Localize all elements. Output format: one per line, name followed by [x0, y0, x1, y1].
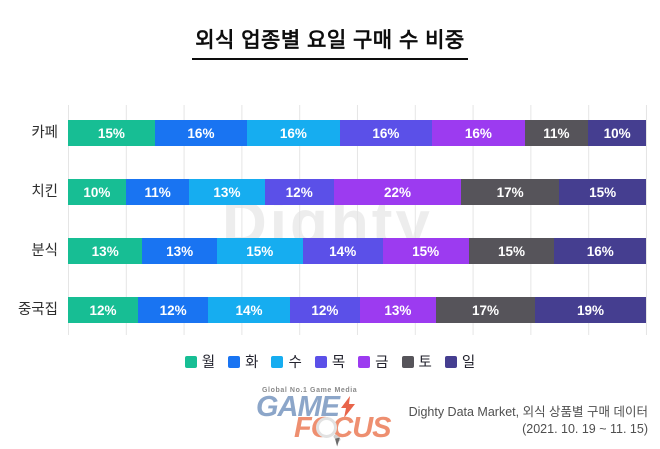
bar-segment-화: 13% — [142, 238, 217, 264]
category-label: 카페 — [31, 125, 58, 141]
legend-label: 월 — [201, 355, 216, 371]
bar-segment-화: 12% — [138, 297, 209, 323]
bar-segment-일: 15% — [559, 179, 646, 205]
bar-segment-월: 15% — [68, 120, 155, 146]
legend-swatch-icon — [358, 355, 371, 368]
bar-segment-월: 12% — [68, 297, 139, 323]
bar-segment-토: 17% — [435, 297, 536, 323]
bar-segment-화: 11% — [125, 179, 190, 205]
title-wrap: 외식 업종별 요일 구매 수 비중 — [0, 24, 660, 60]
bar-segment-토: 17% — [461, 179, 560, 205]
bar-segment-금: 16% — [432, 120, 525, 146]
legend-label: 일 — [461, 355, 476, 371]
legend-item-월: 월 — [184, 351, 216, 372]
legend-item-토: 토 — [401, 351, 432, 372]
legend-label: 토 — [418, 355, 432, 371]
bar-segment-수: 16% — [247, 120, 340, 146]
bar-segment-목: 12% — [264, 179, 334, 205]
logo-word-focus: FOCUS — [294, 412, 391, 444]
bar-segment-목: 14% — [302, 238, 383, 264]
bar-segment-일: 19% — [535, 297, 646, 323]
bar-segment-토: 15% — [468, 238, 555, 264]
source-line-1: Dighty Data Market, 외식 상품별 구매 데이터 — [408, 405, 648, 419]
legend-item-금: 금 — [358, 351, 389, 372]
legend-item-목: 목 — [314, 351, 346, 372]
bar-segment-목: 12% — [289, 297, 360, 323]
data-source-attribution: Dighty Data Market, 외식 상품별 구매 데이터 (2021.… — [409, 404, 648, 438]
logo-tagline: Global No.1 Game Media — [262, 387, 358, 394]
bar-segment-수: 14% — [208, 297, 290, 323]
bar-row-분식: 분식 13% 13% 15% 14% 15% 15% 16% — [31, 238, 646, 264]
bar-row-중국집: 중국집 12% 12% 14% 12% 13% 17% 19% — [18, 297, 646, 323]
bar-segment-금: 22% — [333, 179, 462, 205]
legend-item-수: 수 — [271, 351, 302, 372]
bar-segment-일: 16% — [554, 238, 646, 264]
legend-swatch-icon — [314, 355, 327, 368]
bar-row-카페: 카페 15% 16% 16% 16% 16% 11% 10% — [31, 120, 647, 146]
bar-segment-목: 16% — [339, 120, 433, 146]
legend-item-화: 화 — [228, 351, 258, 372]
lightning-bolt-icon — [341, 396, 355, 423]
category-label: 중국집 — [17, 302, 58, 318]
magnifier-icon — [316, 417, 337, 438]
legend-swatch-icon — [401, 355, 414, 368]
bar-segment-월: 13% — [68, 238, 143, 264]
bar-segment-화: 16% — [154, 120, 248, 146]
legend-label: 목 — [331, 355, 346, 371]
bar-segment-월: 10% — [68, 179, 126, 205]
bar-segment-일: 10% — [588, 120, 647, 146]
legend-label: 금 — [375, 355, 389, 371]
category-label: 분식 — [31, 243, 58, 259]
bar-segment-수: 15% — [216, 238, 303, 264]
bar-segment-수: 13% — [189, 179, 265, 205]
source-line-2: (2021. 10. 19 ~ 11. 15) — [522, 421, 648, 436]
legend-swatch-icon — [444, 355, 457, 368]
bar-segment-금: 15% — [382, 238, 469, 264]
category-label: 치킨 — [31, 184, 58, 200]
legend-swatch-icon — [228, 355, 241, 368]
legend-label: 화 — [245, 355, 259, 371]
bar-segment-토: 11% — [524, 120, 589, 146]
legend-swatch-icon — [271, 355, 284, 368]
bar-segment-금: 13% — [359, 297, 436, 323]
legend-label: 수 — [288, 355, 302, 371]
legend-item-일: 일 — [444, 351, 476, 372]
legend-swatch-icon — [184, 355, 197, 368]
gamefocus-logo: Global No.1 Game Media GAME FOCUS — [244, 386, 419, 447]
plot-area: 카페 15% 16% 16% 16% 16% 11% 10% 치킨 10% 11% 13% 12% 22%… — [18, 105, 647, 335]
chart-title: 외식 업종별 요일 구매 수 비중 — [192, 24, 468, 60]
bar-row-치킨: 치킨 10% 11% 13% 12% 22% 17% 15% — [31, 179, 646, 205]
